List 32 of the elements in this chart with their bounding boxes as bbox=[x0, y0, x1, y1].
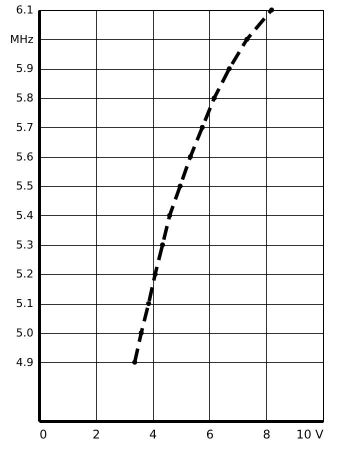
y-tick-label: 5.2 bbox=[16, 268, 34, 281]
point bbox=[178, 184, 183, 189]
y-tick-label: MHz bbox=[10, 32, 34, 46]
y-tick-label: 5.4 bbox=[16, 209, 34, 222]
point bbox=[146, 301, 152, 306]
x-tick-label: 10 V bbox=[296, 428, 324, 442]
point bbox=[200, 124, 205, 130]
y-tick-label: 4.9 bbox=[16, 356, 34, 369]
y-tick-label: 6.1 bbox=[16, 4, 34, 16]
y-tick-label: 5.5 bbox=[16, 180, 34, 193]
x-tick-label: 2 bbox=[92, 428, 100, 442]
point bbox=[152, 272, 158, 277]
y-tick-label: 5.3 bbox=[16, 238, 34, 252]
text: 5.0 bbox=[16, 326, 34, 340]
y-tick-label: 5.8 bbox=[16, 92, 34, 105]
point bbox=[226, 66, 232, 72]
point bbox=[167, 213, 172, 218]
point bbox=[160, 242, 166, 248]
y-tick-label: 5.6 bbox=[16, 150, 34, 164]
point bbox=[132, 360, 138, 365]
point bbox=[138, 330, 144, 336]
point bbox=[244, 36, 250, 42]
x-tick-label: 0 bbox=[40, 428, 48, 442]
point bbox=[188, 154, 193, 160]
y-tick-label: 5.9 bbox=[16, 62, 34, 76]
y-tick-label: 5.7 bbox=[16, 120, 34, 134]
x-tick-label: 8 bbox=[262, 428, 271, 442]
x-tick-label: 4 bbox=[149, 428, 157, 442]
point bbox=[269, 8, 274, 12]
y-tick-label: 5.1 bbox=[16, 297, 34, 310]
point bbox=[212, 96, 217, 101]
x-tick-label: 6 bbox=[206, 428, 214, 442]
